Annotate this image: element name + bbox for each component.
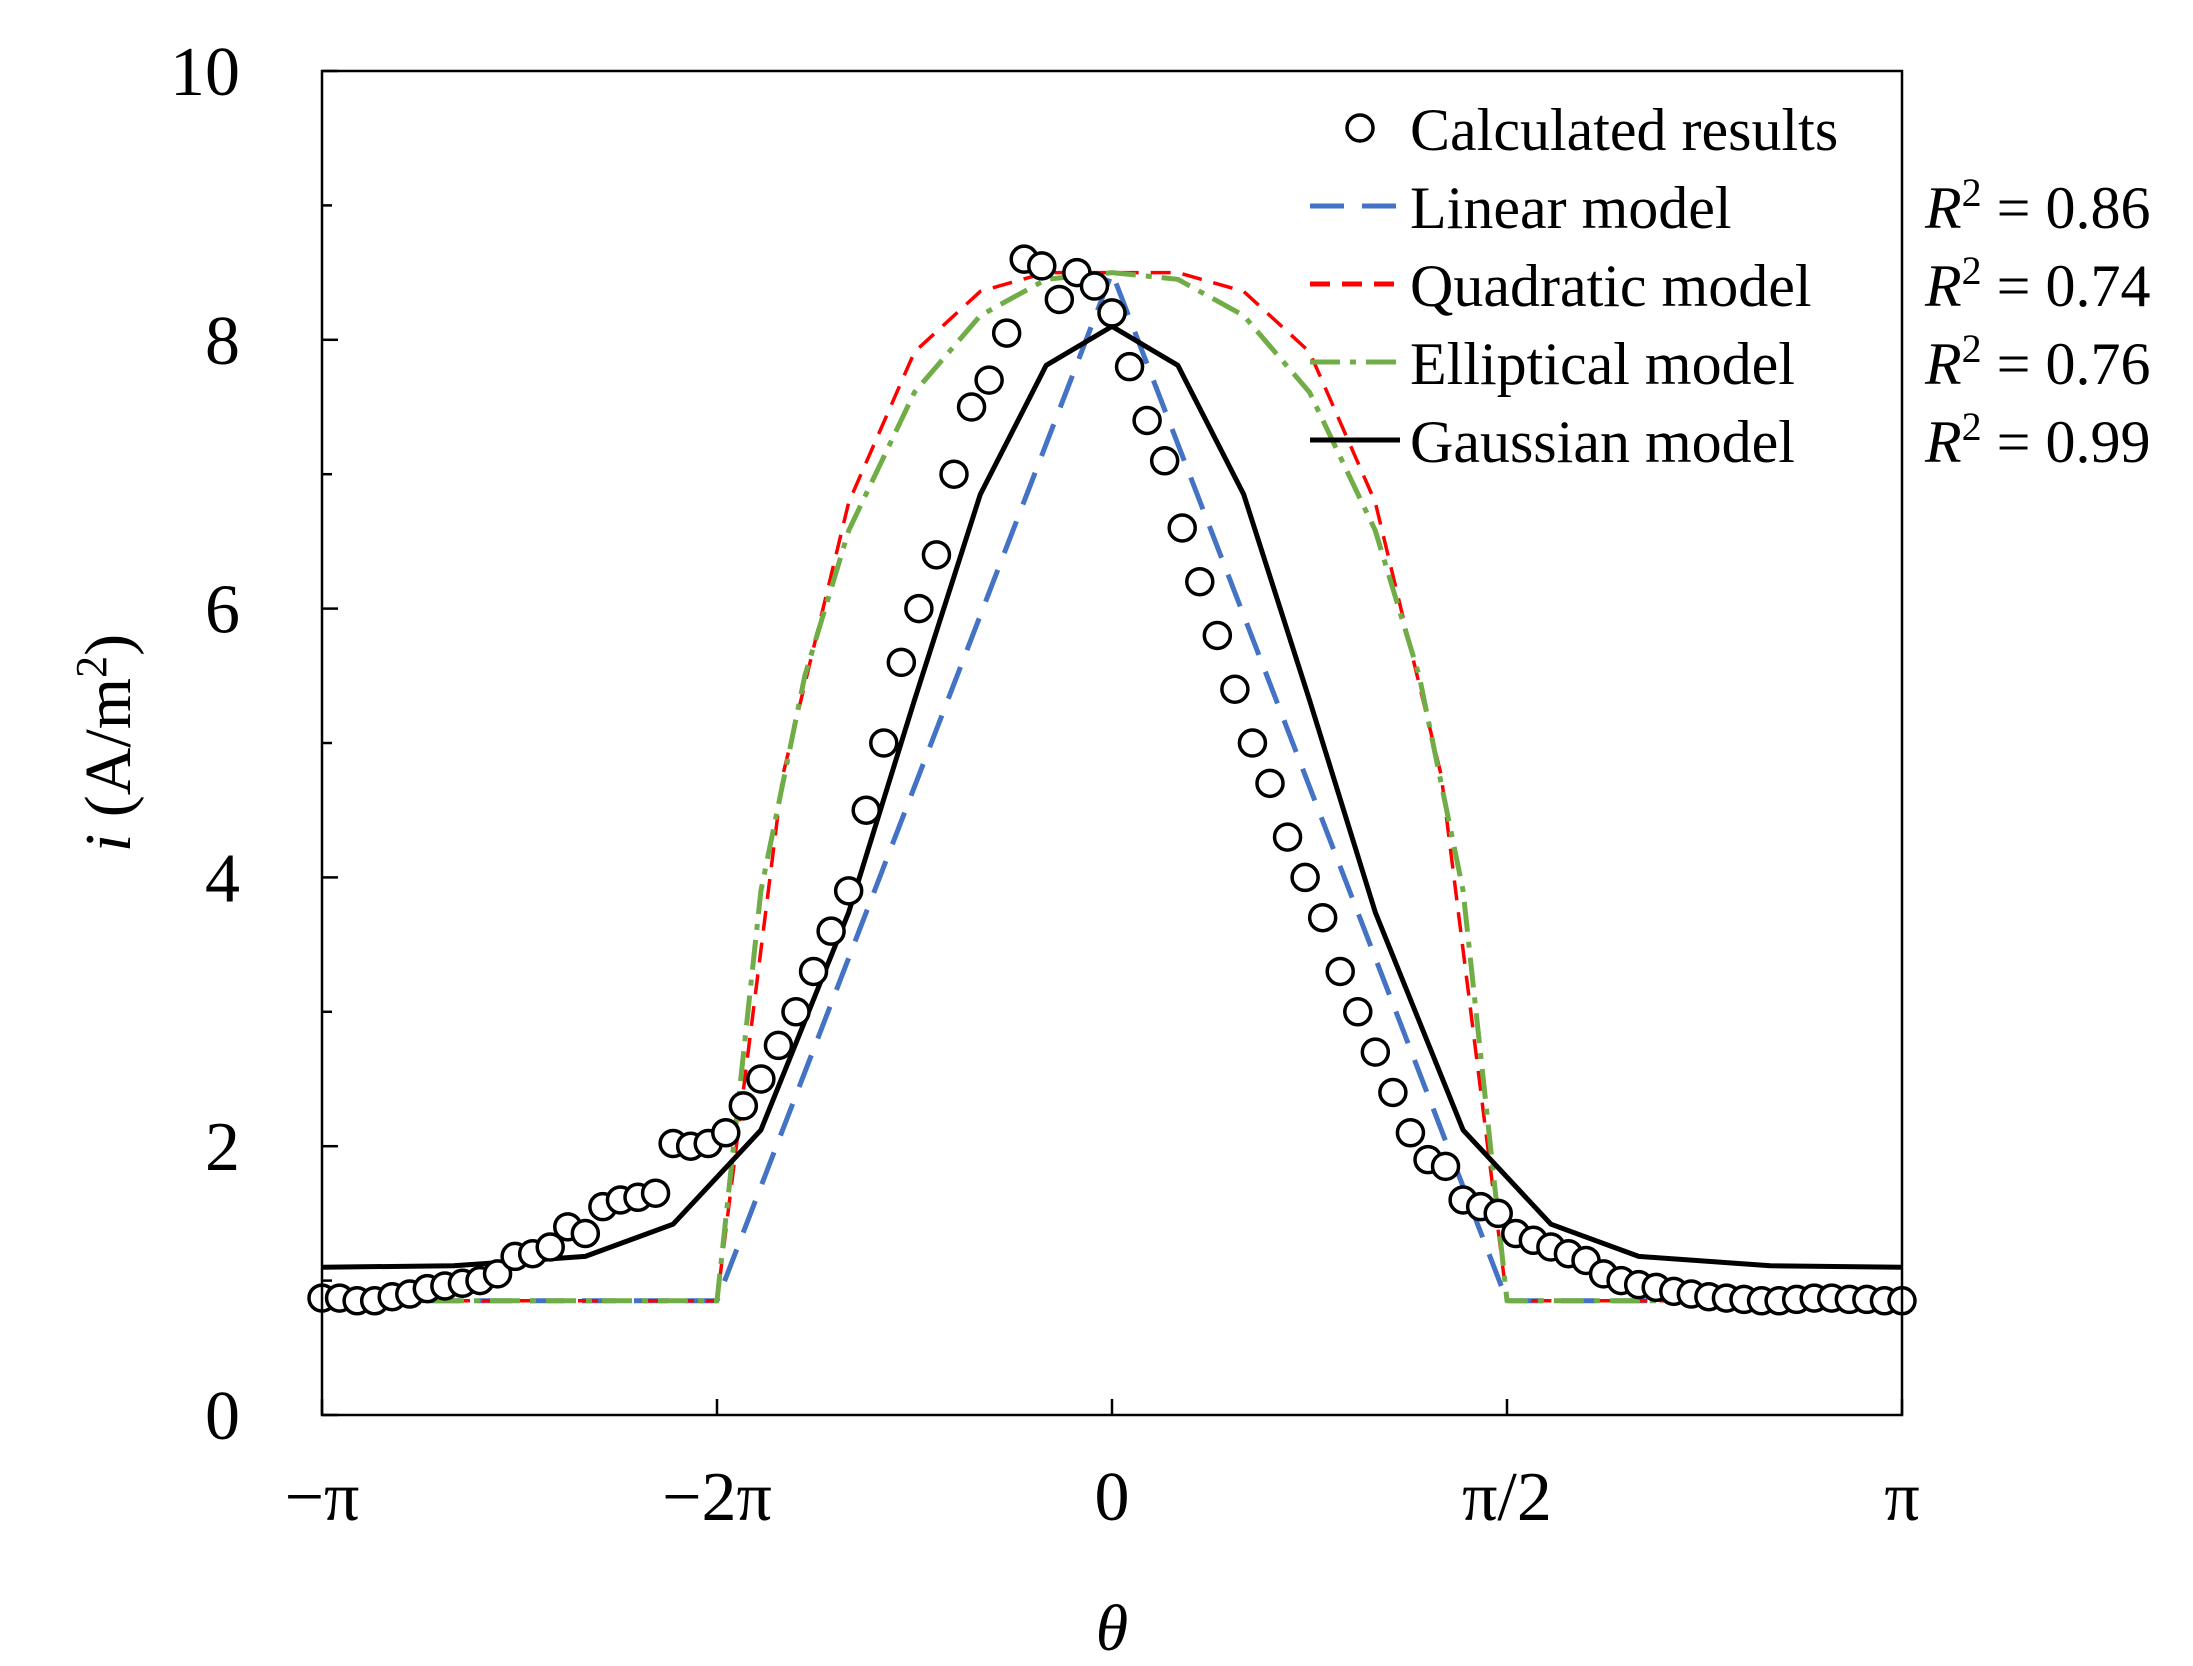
x-tick-label: π/2 xyxy=(1462,1459,1552,1536)
legend-label: Quadratic model xyxy=(1410,253,1812,319)
data-point xyxy=(1307,902,1338,933)
data-point xyxy=(746,1064,776,1094)
data-point xyxy=(1237,728,1268,758)
data-point xyxy=(728,1091,759,1121)
data-point xyxy=(1378,1077,1408,1108)
legend-item: Elliptical model R2 = 0.76 xyxy=(1310,326,2151,397)
data-point xyxy=(1132,405,1162,436)
data-point xyxy=(1255,768,1285,799)
y-axis: 0 2 4 6 8 10 xyxy=(170,34,338,1455)
legend-label: Gaussian model xyxy=(1410,409,1795,475)
data-point xyxy=(991,318,1022,348)
data-point xyxy=(763,1030,794,1061)
x-tick-label: 0 xyxy=(1095,1459,1130,1536)
data-point xyxy=(798,956,829,987)
data-point xyxy=(570,1218,601,1249)
data-point xyxy=(1079,271,1110,301)
y-tick-label: 2 xyxy=(205,1109,240,1186)
y-tick-label: 8 xyxy=(205,303,240,380)
data-point xyxy=(869,728,899,758)
y-tick-label: 0 xyxy=(205,1378,240,1455)
x-tick-label: π xyxy=(1884,1459,1919,1536)
legend-item: Gaussian model R2 = 0.99 xyxy=(1310,404,2151,475)
r2-annotation: R2 = 0.76 xyxy=(1924,326,2151,397)
legend-marker xyxy=(1345,113,1375,143)
data-point xyxy=(939,459,969,489)
r2-annotation: R2 = 0.86 xyxy=(1924,170,2151,241)
x-tick-label: −π xyxy=(285,1459,360,1536)
data-point xyxy=(1290,862,1320,893)
data-point xyxy=(1325,956,1355,987)
y-tick-label: 10 xyxy=(170,34,240,111)
data-point xyxy=(886,647,917,678)
data-point xyxy=(1097,298,1127,328)
data-point xyxy=(1114,351,1145,382)
data-point xyxy=(1167,513,1197,543)
legend-item: Calculated results xyxy=(1345,97,1838,163)
r2-annotation: R2 = 0.99 xyxy=(1924,404,2151,475)
data-point xyxy=(904,593,934,624)
data-point xyxy=(711,1118,741,1148)
data-point xyxy=(535,1232,565,1262)
x-tick-label: −2π xyxy=(662,1459,772,1536)
r2-annotation: R2 = 0.74 xyxy=(1924,248,2151,319)
x-axis: −π −2π 0 π/2 π xyxy=(285,1399,1920,1536)
data-point xyxy=(816,916,846,946)
legend-label: Calculated results xyxy=(1410,97,1838,163)
y-axis-label: i (A/m2) xyxy=(67,634,145,852)
data-point xyxy=(482,1259,513,1289)
data-point xyxy=(1202,620,1233,651)
data-point xyxy=(851,795,881,825)
data-point xyxy=(1483,1198,1513,1229)
data-point xyxy=(640,1178,671,1208)
data-point xyxy=(1272,822,1303,852)
data-point xyxy=(921,540,952,570)
data-point xyxy=(1343,997,1373,1027)
data-point xyxy=(974,365,1004,395)
data-point xyxy=(1395,1118,1426,1148)
x-axis-label: θ xyxy=(1096,1592,1128,1665)
data-point xyxy=(1149,446,1180,476)
data-point xyxy=(781,997,811,1027)
data-point xyxy=(833,876,864,906)
data-point xyxy=(1220,674,1250,704)
legend-item: Quadratic model R2 = 0.74 xyxy=(1310,248,2151,319)
data-point xyxy=(1044,284,1075,315)
y-tick-label: 6 xyxy=(205,572,240,649)
y-tick-label: 4 xyxy=(205,840,240,917)
data-point xyxy=(1430,1151,1461,1182)
data-point xyxy=(1027,251,1057,281)
elliptical-model-curve xyxy=(322,270,1902,1304)
data-point xyxy=(1360,1037,1391,1067)
data-point xyxy=(956,392,987,422)
legend-label: Linear model xyxy=(1410,175,1732,241)
calculated-points xyxy=(307,244,1917,1316)
legend-item: Linear model R2 = 0.86 xyxy=(1310,170,2151,241)
legend-label: Elliptical model xyxy=(1410,331,1795,397)
data-point xyxy=(1185,566,1215,597)
